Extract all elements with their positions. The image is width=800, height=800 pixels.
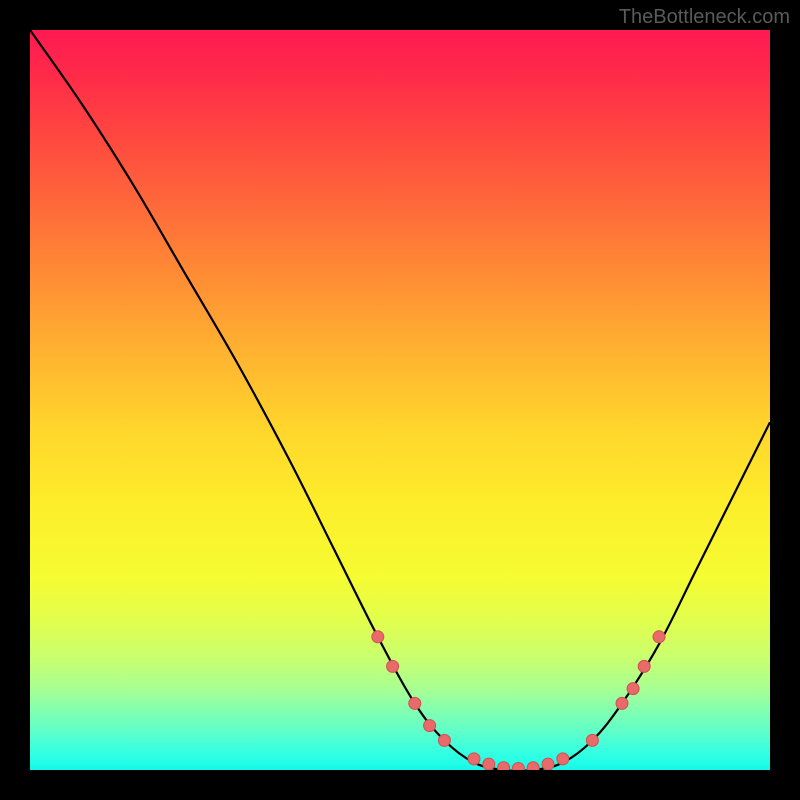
curve-marker [557, 753, 569, 765]
curve-marker [372, 631, 384, 643]
curve-marker [586, 734, 598, 746]
curve-marker [512, 763, 524, 770]
curve-marker [468, 753, 480, 765]
curve-marker [653, 631, 665, 643]
curve-marker [438, 734, 450, 746]
curve-marker [409, 697, 421, 709]
chart-svg [30, 30, 770, 770]
curve-markers [372, 631, 665, 770]
chart-plot-area [30, 30, 770, 770]
curve-marker [627, 683, 639, 695]
curve-marker [616, 697, 628, 709]
curve-marker [542, 758, 554, 770]
curve-marker [424, 720, 436, 732]
watermark-text: TheBottleneck.com [619, 6, 790, 29]
curve-marker [387, 660, 399, 672]
curve-marker [638, 660, 650, 672]
bottleneck-curve [30, 30, 770, 770]
curve-marker [498, 762, 510, 770]
curve-marker [527, 762, 539, 770]
curve-marker [483, 758, 495, 770]
